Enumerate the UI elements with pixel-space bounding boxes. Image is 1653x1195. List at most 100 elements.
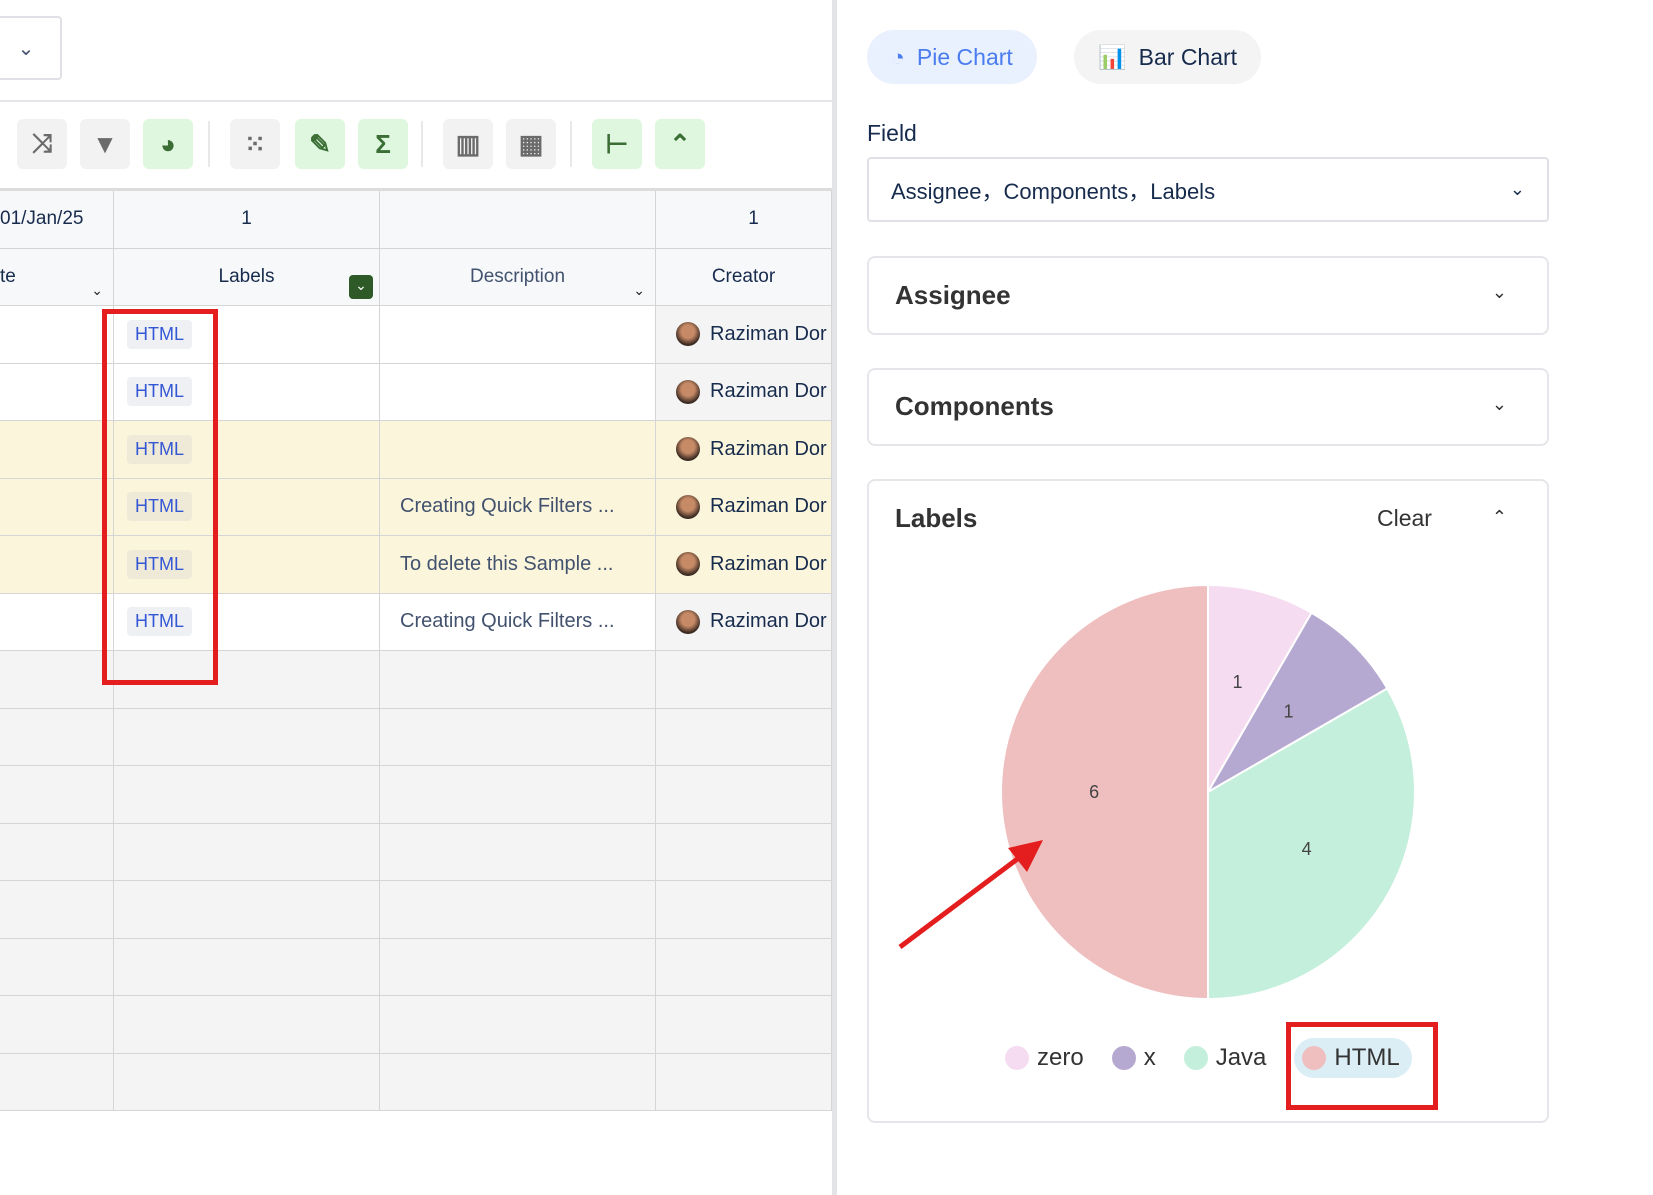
assignee-section[interactable]: Assignee ⌄ [867, 256, 1549, 335]
label-tag[interactable]: HTML [127, 549, 192, 579]
labels-cell: HTML [114, 306, 380, 363]
labels-cell: HTML [114, 421, 380, 478]
labels-cell: HTML [114, 363, 380, 420]
pie-slice-x[interactable] [1205, 611, 1389, 795]
date-cell [0, 421, 114, 478]
avatar [676, 494, 700, 519]
date-cell [0, 593, 114, 650]
description-cell [380, 363, 656, 420]
table-row[interactable]: HTML Raziman Dor [0, 421, 832, 479]
legend-item-html[interactable]: HTML [1294, 1038, 1412, 1078]
creator-name: Raziman Dor [710, 437, 827, 460]
tab-pie-chart[interactable]: ◔ Pie Chart [867, 30, 1037, 84]
table-row[interactable]: HTML Creating Quick Filters ... Raziman … [0, 593, 832, 651]
date-cell [0, 478, 114, 535]
table-row[interactable]: HTML Raziman Dor [0, 306, 832, 364]
label-tag[interactable]: HTML [127, 319, 192, 349]
date-cell [0, 306, 114, 363]
bar-chart-icon: 📊 [1098, 43, 1127, 70]
section-title: Assignee [895, 280, 1011, 310]
summary-cell [380, 191, 656, 248]
empty-row [0, 938, 832, 996]
columns-settings-icon[interactable]: ▥ [443, 119, 493, 169]
paint-brush-icon[interactable]: ✎ [295, 119, 345, 169]
pane-splitter[interactable] [832, 0, 837, 1195]
table-row[interactable]: HTML Raziman Dor [0, 363, 832, 421]
pie-data-label: 4 [1302, 839, 1312, 859]
creator-name: Raziman Dor [710, 552, 827, 575]
chevron-down-icon[interactable]: ⌄ [1491, 282, 1507, 302]
tab-label: Bar Chart [1138, 43, 1238, 70]
column-header-date[interactable]: te ⌄ [0, 248, 114, 305]
chevron-down-icon: ⌄ [1509, 179, 1525, 199]
label-tag[interactable]: HTML [127, 492, 192, 522]
tiles-icon[interactable]: ▦ [506, 119, 556, 169]
description-cell: Creating Quick Filters ... [380, 478, 656, 535]
pie-slice-html[interactable] [1000, 583, 1209, 1001]
field-label: Field [867, 120, 917, 146]
toolbar-separator [421, 121, 423, 167]
chevron-down-icon[interactable]: ⌄ [349, 275, 373, 299]
chevron-down-icon[interactable]: ⌄ [1491, 394, 1507, 414]
label-tag[interactable]: HTML [127, 607, 192, 637]
legend-item-x[interactable]: x [1111, 1044, 1156, 1072]
avatar [676, 609, 700, 634]
legend-item-zero[interactable]: zero [1005, 1044, 1084, 1072]
highlight-box [102, 309, 218, 685]
empty-row [0, 996, 832, 1054]
empty-row [0, 881, 832, 939]
labels-cell: HTML [114, 536, 380, 593]
tab-bar-chart[interactable]: 📊 Bar Chart [1074, 30, 1262, 84]
empty-row [0, 823, 832, 881]
header-label: te [0, 265, 16, 287]
toolbar-separator [570, 121, 572, 167]
column-header-creator[interactable]: Creator [656, 248, 832, 305]
empty-row [0, 766, 832, 824]
legend-swatch [1183, 1046, 1208, 1070]
tab-label: Pie Chart [916, 43, 1013, 70]
description-cell [380, 421, 656, 478]
header-label: Labels [218, 265, 275, 287]
pie-slice-java[interactable] [1207, 687, 1416, 1001]
summary-cell: 1 [114, 191, 380, 248]
section-title: Components [895, 391, 1054, 421]
summary-cell: 01/Jan/25 [0, 191, 114, 248]
chevron-down-icon[interactable]: ⌄ [633, 282, 645, 298]
pie-chart-icon: ◔ [891, 43, 905, 70]
sigma-icon[interactable]: Σ [358, 119, 408, 169]
grid-dots-icon[interactable]: ⁙ [230, 119, 280, 169]
table-row[interactable]: HTML To delete this Sample ... Raziman D… [0, 536, 832, 594]
pie-data-label: 6 [1089, 782, 1099, 802]
filter-icon[interactable]: ▼ [80, 119, 130, 169]
divider [0, 100, 832, 102]
table-row[interactable]: HTML Creating Quick Filters ... Raziman … [0, 478, 832, 536]
components-section[interactable]: Components ⌄ [867, 368, 1549, 446]
date-cell [0, 536, 114, 593]
summary-cell: 1 [656, 191, 832, 248]
pie-chart-icon[interactable]: ◕ [143, 119, 193, 169]
label-tag[interactable]: HTML [127, 434, 192, 464]
chevron-up-icon[interactable]: ⌃ [1491, 507, 1507, 527]
creator-cell: Raziman Dor [656, 363, 832, 420]
header-row: te ⌄ Labels ⌄ Description ⌄ Creator [0, 248, 832, 306]
pie-data-label: 1 [1232, 672, 1242, 692]
labels-cell: HTML [114, 593, 380, 650]
legend-label: Java [1215, 1044, 1267, 1071]
chevron-down-icon[interactable]: ⌄ [91, 282, 103, 298]
legend-item-java[interactable]: Java [1183, 1044, 1267, 1072]
avatar [676, 322, 700, 347]
pie-slice-zero[interactable] [1207, 583, 1313, 796]
tree-icon[interactable]: ⊢ [592, 119, 642, 169]
clear-button[interactable]: Clear [1377, 505, 1432, 531]
shuffle-icon[interactable]: ⤨ [17, 119, 67, 169]
column-header-description[interactable]: Description ⌄ [380, 248, 656, 305]
legend-swatch [1005, 1046, 1029, 1070]
view-dropdown[interactable]: ⌄ [0, 16, 62, 80]
creator-name: Raziman Dor [710, 495, 827, 518]
collapse-up-icon[interactable]: ⌃ [655, 119, 705, 169]
column-header-labels[interactable]: Labels ⌄ [114, 248, 380, 305]
field-select[interactable]: Assignee，Components，Labels ⌄ [867, 157, 1549, 222]
label-tag[interactable]: HTML [127, 377, 192, 407]
labels-section: Labels Clear ⌃ [867, 479, 1549, 1123]
